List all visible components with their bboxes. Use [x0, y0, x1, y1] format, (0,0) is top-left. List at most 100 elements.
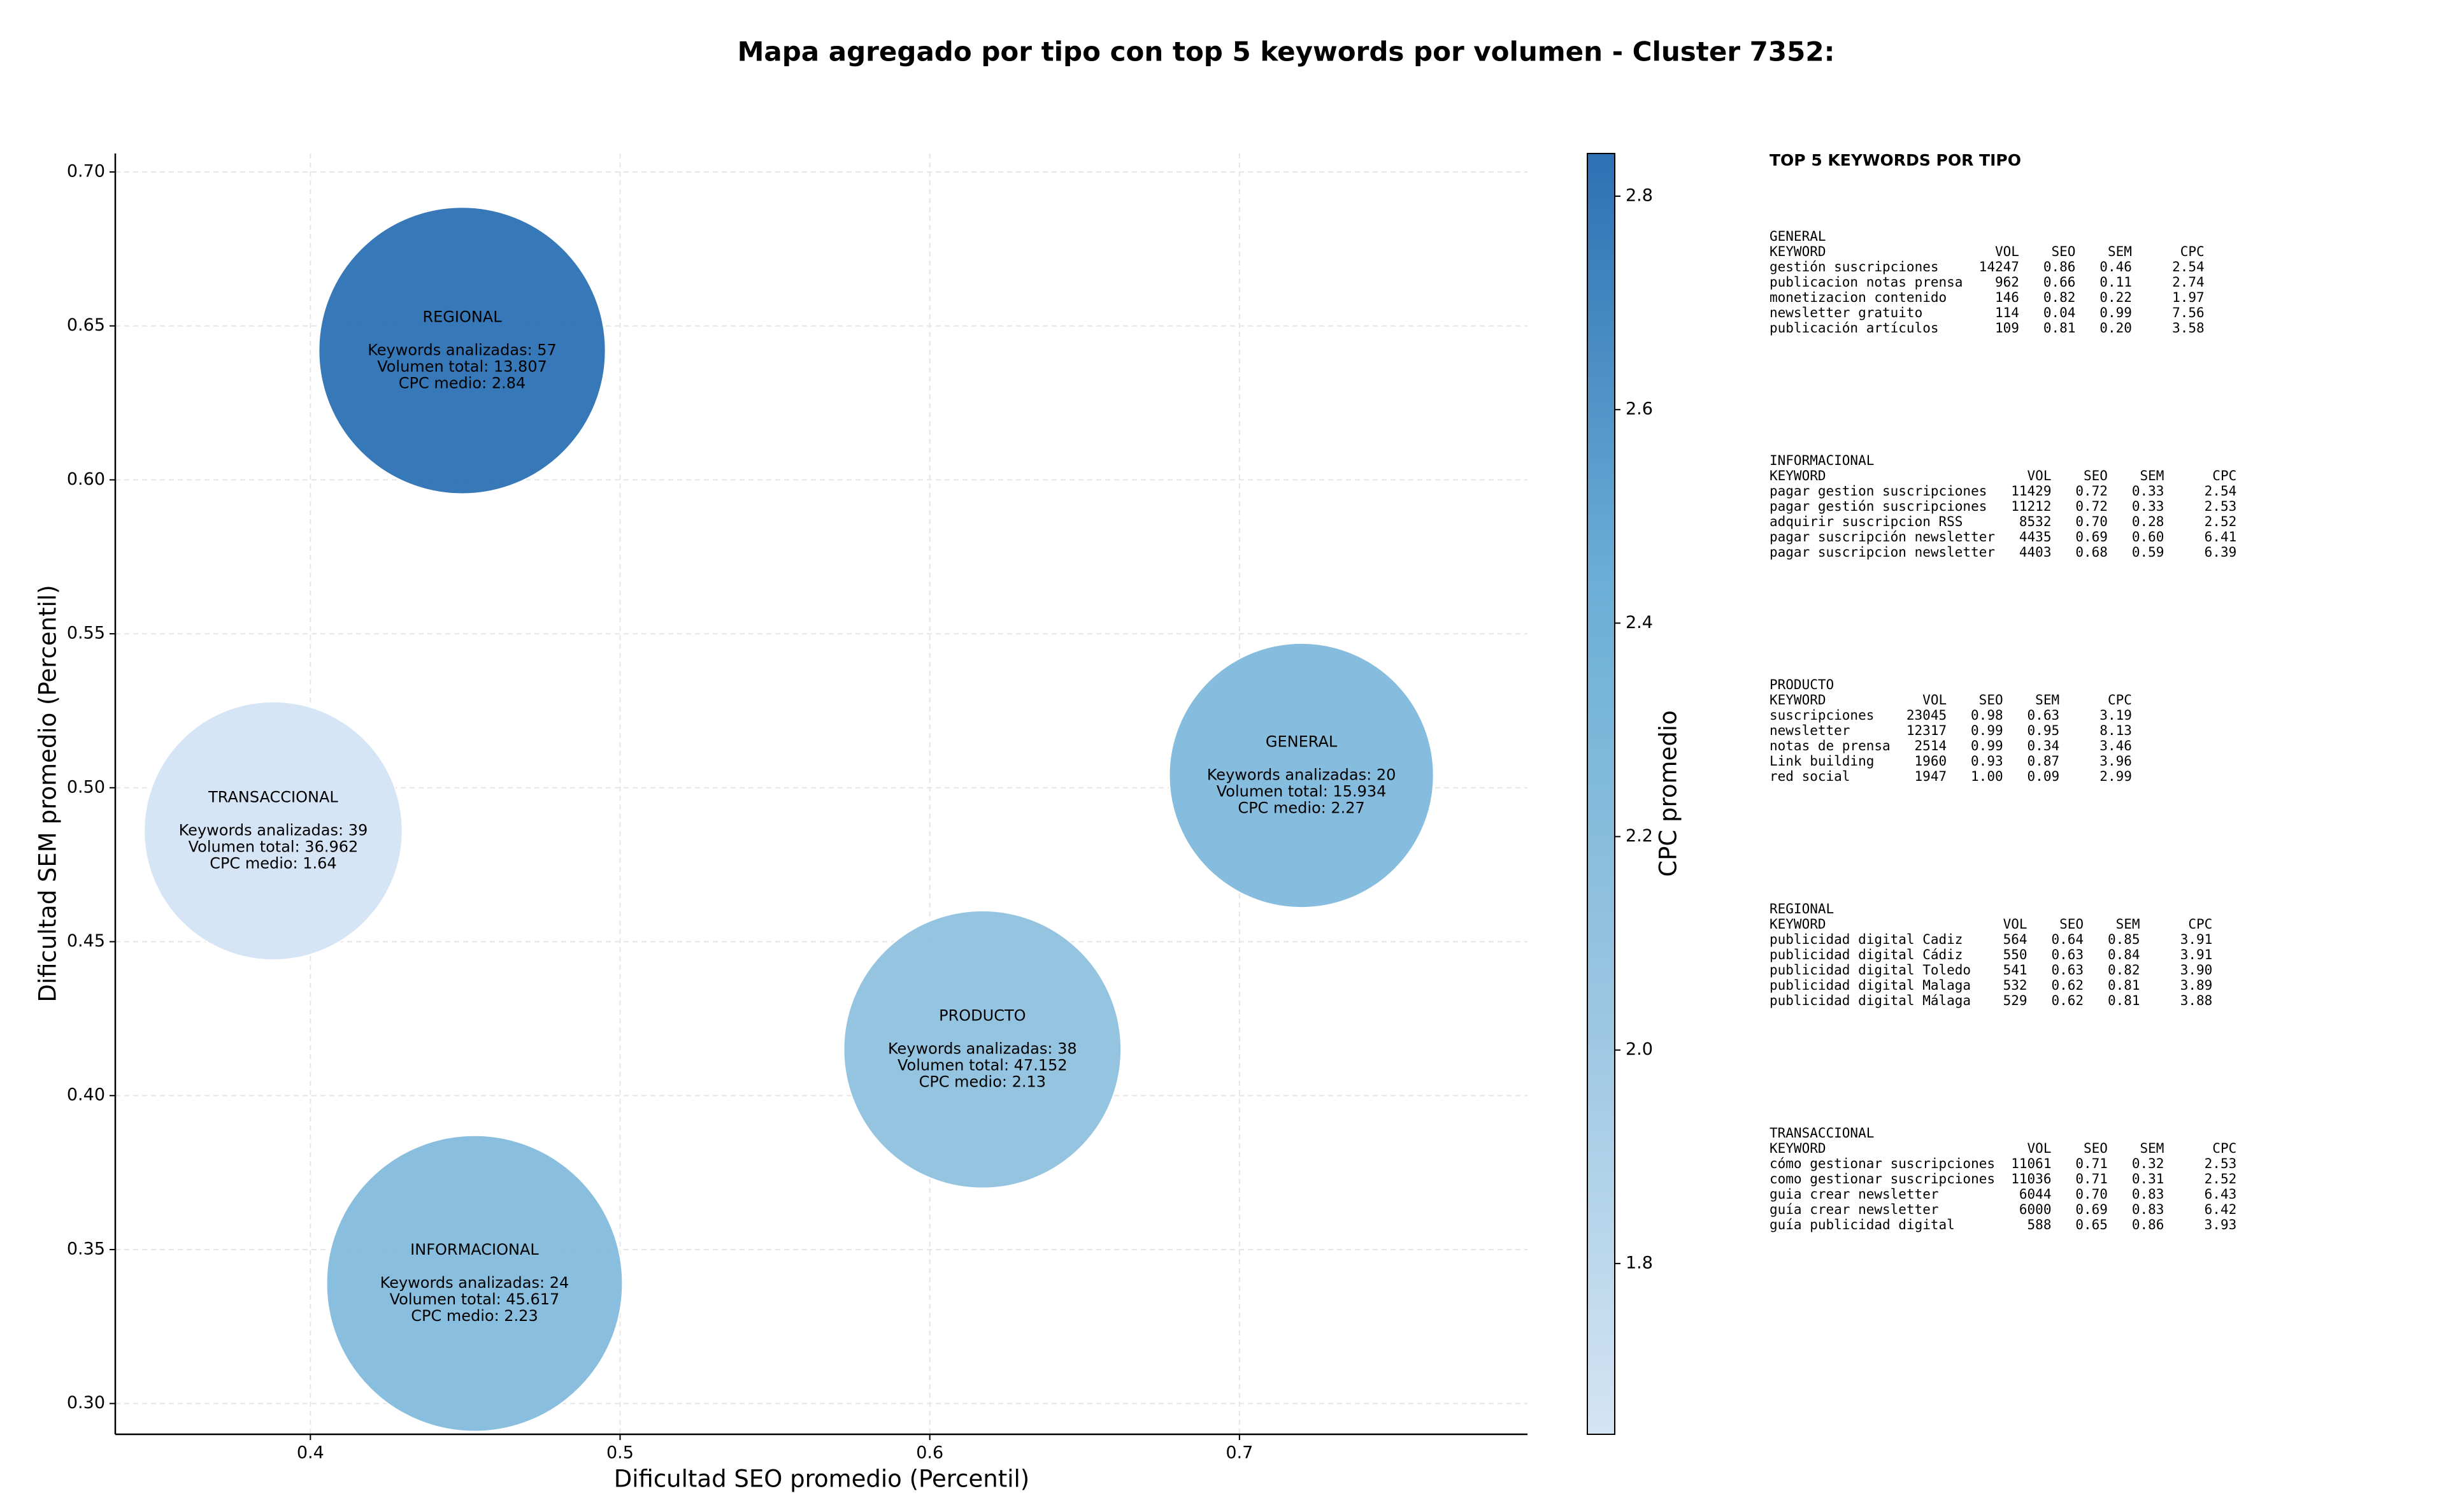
- bubble-annotation: Keywords analizadas: 57: [368, 341, 557, 359]
- table-cell: 0.46: [2099, 259, 2132, 275]
- bubble-name: REGIONAL: [422, 308, 502, 325]
- table-cell: 4435: [2019, 529, 2052, 545]
- table-cell: guia crear newsletter: [1770, 1187, 1939, 1202]
- table-cell: 2.53: [2205, 499, 2237, 514]
- table-cell: 0.34: [2028, 738, 2060, 753]
- x-tick-label: 0.6: [916, 1443, 943, 1463]
- table-header: CPC: [2180, 244, 2205, 259]
- table-cell: 146: [1995, 290, 2019, 305]
- y-tick-label: 0.70: [67, 162, 105, 182]
- table-cell: 0.82: [2108, 962, 2140, 978]
- y-tick-label: 0.60: [67, 469, 105, 489]
- table-cell: newsletter: [1770, 723, 1850, 738]
- table-cell: 114: [1995, 305, 2019, 320]
- table-cell: 0.59: [2132, 545, 2164, 560]
- table-header: SEM: [2140, 468, 2164, 483]
- colorbar-tick-label: 2.0: [1626, 1039, 1653, 1059]
- table-cell: 2514: [1915, 738, 1947, 753]
- table-cell: 0.69: [2075, 1202, 2108, 1217]
- table-cell: 0.33: [2132, 499, 2164, 514]
- table-cell: 0.63: [2051, 962, 2084, 978]
- table-cell: 23045: [1906, 708, 1947, 723]
- table-cell: 0.81: [2108, 978, 2140, 993]
- bubble-annotation: Volumen total: 13.807: [377, 357, 547, 375]
- table-header: KEYWORD: [1770, 468, 1826, 483]
- bubble-name: GENERAL: [1266, 732, 1338, 750]
- bubble: [318, 206, 606, 495]
- table-header: SEM: [2140, 1141, 2164, 1156]
- bubble-annotation: Keywords analizadas: 39: [179, 822, 368, 839]
- table-cell: pagar suscripción newsletter: [1770, 529, 1995, 545]
- x-tick-label: 0.5: [606, 1443, 634, 1463]
- table-cell: 0.20: [2099, 320, 2132, 336]
- table-cell: 2.53: [2205, 1156, 2237, 1171]
- x-axis-label: Dificultad SEO promedio (Percentil): [614, 1466, 1029, 1493]
- bubble-annotation: CPC medio: 2.84: [399, 374, 526, 392]
- table-cell: red social: [1770, 769, 1850, 784]
- table-header: VOL: [2028, 468, 2052, 483]
- table-cell: 3.96: [2099, 753, 2132, 769]
- table-header: CPC: [2108, 692, 2132, 708]
- table-cell: 8532: [2019, 514, 2052, 529]
- table-cell: adquirir suscripcion RSS: [1770, 514, 1963, 529]
- table-cell: 0.81: [2043, 320, 2076, 336]
- table-header: SEM: [2035, 692, 2059, 708]
- table-cell: 6.41: [2205, 529, 2237, 545]
- bubble-name: PRODUCTO: [939, 1007, 1026, 1025]
- table-cell: 0.72: [2075, 483, 2108, 499]
- table-cell: 6.43: [2205, 1187, 2237, 1202]
- table-cell: 2.52: [2205, 514, 2237, 529]
- table-header: SEM: [2108, 244, 2132, 259]
- table-cell: 0.69: [2075, 529, 2108, 545]
- table-cell: 0.65: [2075, 1217, 2108, 1232]
- table-cell: publicidad digital Málaga: [1770, 993, 1971, 1008]
- table-cell: 0.86: [2132, 1217, 2164, 1232]
- table-cell: 0.70: [2075, 1187, 2108, 1202]
- table-cell: 0.81: [2108, 993, 2140, 1008]
- y-tick-label: 0.35: [67, 1239, 105, 1259]
- table-cell: 0.95: [2028, 723, 2060, 738]
- group-name: INFORMACIONAL: [1770, 453, 1874, 468]
- table-cell: 0.66: [2043, 275, 2076, 290]
- table-cell: 0.87: [2028, 753, 2060, 769]
- table-cell: 1960: [1915, 753, 1947, 769]
- y-tick-label: 0.45: [67, 931, 105, 951]
- y-tick-label: 0.50: [67, 777, 105, 797]
- y-tick-label: 0.30: [67, 1393, 105, 1413]
- table-cell: 6000: [2019, 1202, 2052, 1217]
- table-cell: pagar gestion suscripciones: [1770, 483, 1987, 499]
- table-cell: 3.91: [2180, 947, 2213, 962]
- table-header: CPC: [2212, 1141, 2236, 1156]
- table-header: SEO: [2084, 1141, 2108, 1156]
- table-cell: 3.19: [2099, 708, 2132, 723]
- table-cell: 529: [2003, 993, 2028, 1008]
- bubble: [143, 701, 403, 961]
- y-axis-label: Dificultad SEM promedio (Percentil): [34, 585, 62, 1002]
- table-cell: 0.82: [2043, 290, 2076, 305]
- table-cell: notas de prensa: [1770, 738, 1891, 753]
- table-cell: 0.71: [2075, 1171, 2108, 1187]
- group-name: TRANSACCIONAL: [1770, 1125, 1874, 1141]
- table-cell: 564: [2003, 932, 2028, 947]
- table-cell: 1.00: [1971, 769, 2003, 784]
- y-tick-label: 0.40: [67, 1085, 105, 1105]
- table-cell: Link building: [1770, 753, 1874, 769]
- table-cell: newsletter gratuito: [1770, 305, 1922, 320]
- table-cell: publicacion notas prensa: [1770, 275, 1963, 290]
- chart-title: Mapa agregado por tipo con top 5 keyword…: [738, 36, 1835, 68]
- table-cell: publicidad digital Toledo: [1770, 962, 1971, 978]
- table-cell: 6.42: [2205, 1202, 2237, 1217]
- table-header: SEO: [2059, 916, 2084, 932]
- table-cell: 6.39: [2205, 545, 2237, 560]
- table-cell: 14247: [1979, 259, 2019, 275]
- table-cell: 0.64: [2051, 932, 2084, 947]
- table-cell: 3.88: [2180, 993, 2213, 1008]
- table-cell: guía publicidad digital: [1770, 1217, 1955, 1232]
- bubble-annotation: Volumen total: 45.617: [390, 1290, 560, 1308]
- table-cell: 3.90: [2180, 962, 2213, 978]
- table-cell: 0.68: [2075, 545, 2108, 560]
- table-cell: pagar suscripcion newsletter: [1770, 545, 1995, 560]
- table-cell: 0.62: [2051, 978, 2084, 993]
- bubble-annotation: Volumen total: 36.962: [189, 838, 359, 856]
